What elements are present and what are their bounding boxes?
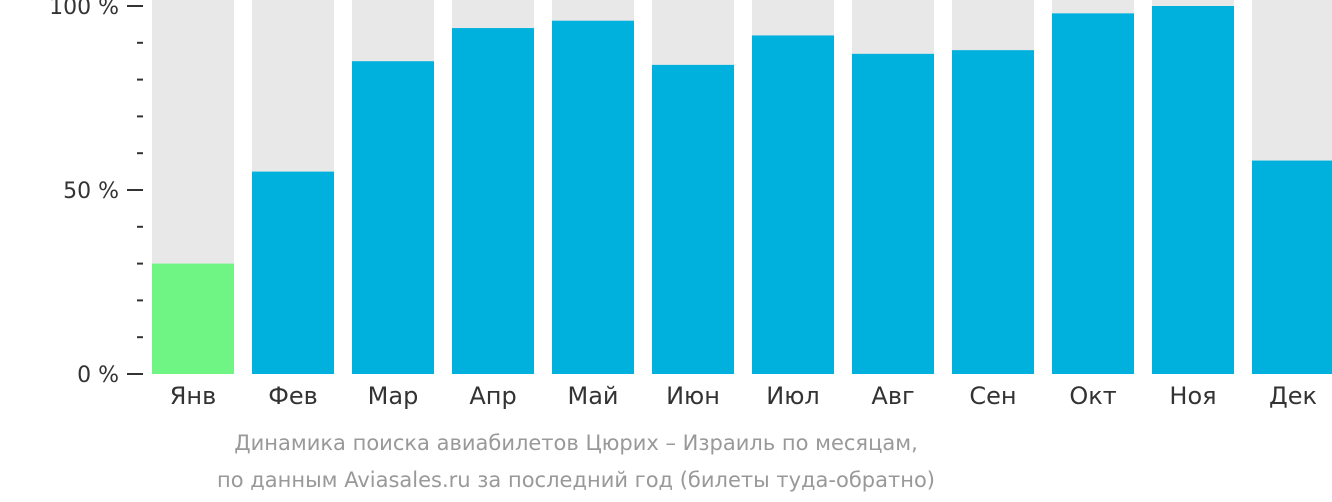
bar [152, 263, 234, 374]
bars [152, 6, 1332, 375]
x-axis-labels: Янв Фев Мар Апр Май Июн Июл Авг Сен Окт Ноя Дек [170, 382, 1317, 410]
bar [1052, 13, 1134, 375]
x-tick-label: Апр [469, 382, 516, 410]
x-tick-label: Янв [170, 382, 217, 410]
bar [252, 171, 334, 374]
x-tick-label: Июн [666, 382, 720, 410]
chart-caption-line-2: по данным Aviasales.ru за последний год … [217, 468, 935, 492]
x-tick-label: Окт [1069, 382, 1116, 410]
bar [752, 35, 834, 374]
y-tick-label: 50 % [63, 179, 119, 204]
bar [1252, 160, 1332, 374]
bar [652, 64, 734, 374]
x-tick-label: Дек [1269, 382, 1317, 410]
x-tick-label: Июл [766, 382, 820, 410]
x-tick-label: Ноя [1169, 382, 1216, 410]
bar-chart: 0 % 50 % 100 % Янв Фев Мар Апр Май Июн Июл Авг Сен… [49, 0, 1332, 410]
x-tick-label: Сен [969, 382, 1016, 410]
bar [452, 28, 534, 375]
y-tick-label: 0 % [77, 363, 119, 388]
x-tick-label: Авг [871, 382, 914, 410]
y-axis: 0 % 50 % 100 % [49, 0, 143, 388]
chart-caption-line-1: Динамика поиска авиабилетов Цюрих – Изра… [234, 431, 918, 455]
bar [952, 50, 1034, 374]
x-tick-label: Май [567, 382, 618, 410]
y-tick-label: 100 % [49, 0, 119, 20]
x-tick-label: Мар [368, 382, 419, 410]
bar [1152, 6, 1234, 374]
bar [552, 20, 634, 374]
bar [852, 53, 934, 375]
bar [352, 61, 434, 374]
x-tick-label: Фев [268, 382, 318, 410]
